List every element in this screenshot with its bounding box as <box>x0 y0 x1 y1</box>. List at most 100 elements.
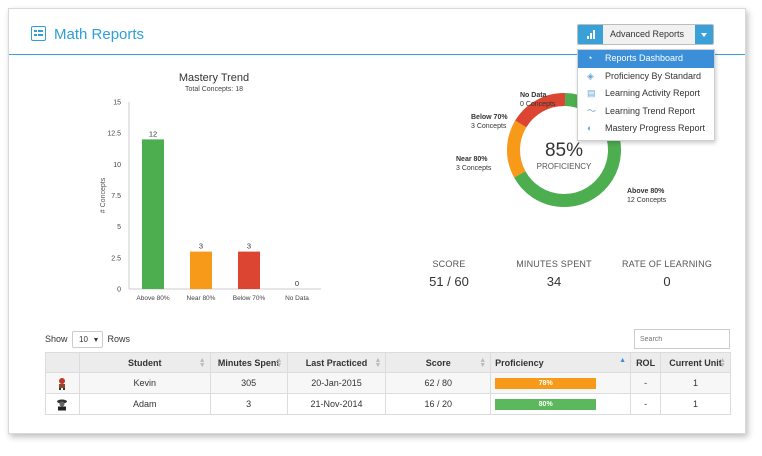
page-size-select[interactable]: 10 <box>72 331 104 348</box>
student-avatar-adam-icon <box>45 393 80 415</box>
column-header-avatar <box>45 352 80 373</box>
stat-minutes-value: 34 <box>546 274 562 289</box>
advanced-reports-menu: ◔ Reports Dashboard ◈ Proficiency By Sta… <box>577 49 715 141</box>
show-label: Show <box>45 333 68 344</box>
cell-current-unit: 1 <box>660 372 731 394</box>
donut-label-count: 3 Concepts <box>456 165 492 172</box>
table-row[interactable]: Adam 3 21-Nov-2014 16 / 20 80% - 1 <box>45 393 731 415</box>
bar-below-70- <box>238 251 260 289</box>
column-header-student[interactable]: Student ▲ ▼ <box>78 352 211 373</box>
table-header-row: Student ▲ ▼ Minutes Spent ▲ ▼ Last Practiced… <box>45 352 731 373</box>
menu-item-learning-trend-report[interactable]: 〜 Learning Trend Report <box>578 103 714 121</box>
column-header-rol[interactable]: ROL <box>630 352 662 373</box>
cell-student[interactable]: Adam <box>78 393 211 415</box>
x-tick-label: Below 70% <box>233 295 266 302</box>
search-input[interactable] <box>634 329 730 349</box>
students-table: Student ▲ ▼ Minutes Spent ▲ ▼ Last Practiced… <box>45 352 731 415</box>
mastery-trend-chart: Mastery Trend Total Concepts: 18 0 2.5 5 7.5 1… <box>100 72 321 302</box>
cell-rol: - <box>630 393 662 415</box>
bar-value-label: 3 <box>199 242 203 251</box>
menu-item-mastery-progress-report[interactable]: ◐ Mastery Progress Report <box>578 120 714 138</box>
bar-value-label: 3 <box>247 242 251 251</box>
donut-center-label: PROFICIENCY <box>537 162 592 171</box>
sort-icon: ▲ ▼ <box>479 357 487 369</box>
chart-title: Mastery Trend <box>179 72 249 84</box>
donut-label-count: 3 Concepts <box>471 123 507 130</box>
cell-minutes: 3 <box>209 393 288 415</box>
rows-label: Rows <box>107 333 131 344</box>
summary-stats: SCORE 51 / 60 MINUTES SPENT 34 RATE OF L… <box>394 259 724 299</box>
cell-score: 62 / 80 <box>385 372 492 394</box>
activity-chart-icon: ▤ <box>587 88 596 98</box>
y-axis-label: # Concepts <box>100 177 107 213</box>
advanced-reports-label: Advanced Reports <box>610 29 685 39</box>
stat-minutes-label: MINUTES SPENT <box>516 259 592 269</box>
y-tick-label: 5 <box>117 224 121 231</box>
stat-score-label: SCORE <box>432 259 466 269</box>
chevron-down-icon[interactable] <box>695 25 713 44</box>
cell-rol: - <box>630 372 662 394</box>
donut-label-name: Near 80% <box>456 156 488 163</box>
proficiency-bar: 80% <box>495 398 597 410</box>
page-title: Math Reports <box>54 26 145 43</box>
dashboard-icon: ◔ <box>587 53 593 63</box>
column-header-current-unit[interactable]: Current Unit ▲ ▼ <box>660 352 731 373</box>
menu-item-label: Learning Trend Report <box>605 105 696 116</box>
bar-near-80- <box>190 251 212 289</box>
table-row[interactable]: Kevin 305 20-Jan-2015 62 / 80 78% - 1 <box>45 372 731 394</box>
page-size-control: Show 10 Rows <box>45 331 130 348</box>
menu-item-label: Proficiency By Standard <box>605 70 702 81</box>
donut-label-count: 12 Concepts <box>627 197 667 204</box>
y-tick-label: 15 <box>113 100 121 107</box>
cell-last-practiced: 21-Nov-2014 <box>286 393 387 415</box>
stat-minutes: MINUTES SPENT 34 <box>499 259 609 289</box>
donut-label-name: No Data <box>520 92 547 99</box>
column-header-last-practiced[interactable]: Last Practiced ▲ ▼ <box>286 352 387 373</box>
column-header-score[interactable]: Score ▲ ▼ <box>385 352 492 373</box>
y-tick-label: 12.5 <box>107 131 121 138</box>
proficiency-bar: 78% <box>495 377 597 389</box>
y-tick-label: 7.5 <box>111 193 121 200</box>
sort-icon: ▲ ▼ <box>719 357 726 369</box>
sort-icon: ▲ ▼ <box>198 357 206 369</box>
student-avatar-kevin-icon <box>45 372 80 394</box>
column-header-proficiency[interactable]: Proficiency ▲ <box>490 352 632 373</box>
donut-label-count: 0 Concepts <box>520 101 556 108</box>
menu-item-proficiency-by-standard[interactable]: ◈ Proficiency By Standard <box>578 68 714 86</box>
reports-panel: Math Reports Advanced Reports ◔ Reports … <box>8 8 746 434</box>
cell-student[interactable]: Kevin <box>78 372 211 394</box>
column-header-minutes[interactable]: Minutes Spent ▲ ▼ <box>209 352 288 373</box>
menu-item-label: Mastery Progress Report <box>605 123 706 133</box>
donut-label-name: Above 80% <box>627 188 665 195</box>
bar-chart-icon <box>578 25 603 44</box>
trend-line-icon: 〜 <box>587 105 597 116</box>
donut-center-value: 85% <box>545 140 583 161</box>
menu-item-label: Reports Dashboard <box>605 53 684 63</box>
x-tick-label: No Data <box>285 295 309 302</box>
advanced-reports-dropdown[interactable]: Advanced Reports <box>577 24 714 45</box>
y-tick-label: 10 <box>113 162 121 169</box>
bar-above-80- <box>142 139 164 289</box>
chart-subtitle: Total Concepts: 18 <box>185 86 243 93</box>
sort-icon: ▲ ▼ <box>275 357 283 369</box>
cell-score: 16 / 20 <box>385 393 492 415</box>
stat-rate: RATE OF LEARNING 0 <box>612 259 722 289</box>
cell-current-unit: 1 <box>660 393 731 415</box>
cell-minutes: 305 <box>209 372 288 394</box>
progress-circle-icon: ◐ <box>587 123 593 133</box>
menu-item-label: Learning Activity Report <box>605 88 701 98</box>
x-tick-label: Above 80% <box>136 295 169 302</box>
x-tick-label: Near 80% <box>187 295 216 302</box>
stat-rate-label: RATE OF LEARNING <box>621 259 713 269</box>
donut-slice-below-70- <box>515 93 566 128</box>
bar-value-label: 0 <box>295 279 299 288</box>
cell-proficiency: 78% <box>490 372 632 394</box>
donut-slice-near-80- <box>507 120 527 178</box>
layers-icon: ◈ <box>587 70 594 81</box>
menu-item-reports-dashboard[interactable]: ◔ Reports Dashboard <box>578 50 714 68</box>
sort-icon: ▲ ▼ <box>374 357 382 369</box>
donut-label-name: Below 70% <box>471 114 508 121</box>
menu-item-learning-activity-report[interactable]: ▤ Learning Activity Report <box>578 85 714 103</box>
sort-asc-icon: ▲ <box>619 357 627 364</box>
cell-proficiency: 80% <box>490 393 632 415</box>
